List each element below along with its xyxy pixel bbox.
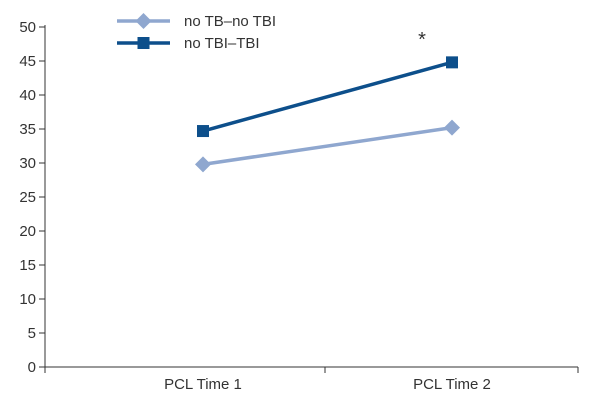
series-line-2 — [202, 60, 453, 133]
series-line-1 — [202, 125, 453, 167]
y-tick-label: 20 — [19, 223, 36, 240]
y-tick-label: 30 — [19, 155, 36, 172]
series-2-point-2 — [446, 56, 458, 69]
series-1-point-1 — [195, 156, 211, 173]
axes — [44, 25, 578, 368]
series-1-point-2 — [444, 119, 460, 136]
x-tick-label: PCL Time 2 — [413, 376, 491, 393]
x-axis-ticks: PCL Time 1 PCL Time 2 — [44, 367, 579, 393]
legend-label-2: no TBI–TBI — [184, 35, 260, 52]
series-group — [195, 56, 460, 173]
legend: no TB–no TBI no TBI–TBI — [117, 13, 276, 52]
significance-asterisk: * — [418, 29, 426, 51]
y-tick-label: 10 — [19, 291, 36, 308]
y-tick-label: 15 — [19, 257, 36, 274]
x-tick-label: PCL Time 1 — [164, 376, 242, 393]
y-tick-label: 5 — [28, 325, 36, 342]
legend-marker-2 — [137, 37, 150, 49]
annotations: * — [418, 29, 426, 51]
series-2-point-1 — [197, 125, 209, 138]
y-tick-label: 40 — [19, 87, 36, 104]
y-tick-label: 45 — [19, 53, 36, 70]
legend-label-1: no TB–no TBI — [184, 13, 276, 30]
y-tick-label: 50 — [19, 19, 36, 36]
y-tick-label: 25 — [19, 189, 36, 206]
y-axis-ticks: 0 5 10 15 20 25 30 35 40 45 50 — [19, 19, 45, 376]
y-tick-label: 0 — [28, 359, 36, 376]
y-tick-label: 35 — [19, 121, 36, 138]
legend-marker-1 — [135, 13, 152, 29]
